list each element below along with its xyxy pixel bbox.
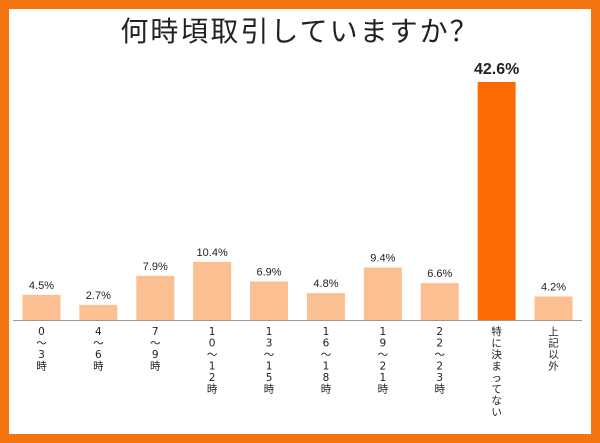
bar (363, 267, 402, 320)
category-label: 1 0 ～ 1 2 時 (207, 326, 218, 396)
category-label: 1 9 ～ 2 1 時 (378, 326, 389, 396)
bar (534, 296, 573, 320)
bar (306, 293, 345, 320)
bar-value-label: 9.4% (370, 252, 395, 264)
category-label: 特に決まってない (491, 326, 502, 419)
bar-value-label: 10.4% (197, 247, 228, 259)
bar-value-label: 6.6% (427, 268, 452, 280)
bar (420, 283, 459, 320)
category-label: 1 3 ～ 1 5 時 (264, 326, 275, 396)
bar-value-label: 4.8% (313, 278, 338, 290)
bar-value-label: 42.6% (474, 61, 519, 78)
bar (250, 281, 289, 320)
bar (79, 304, 118, 320)
bar (477, 82, 516, 320)
category-label: 上記以外 (548, 326, 559, 373)
bar (22, 294, 61, 320)
bar-value-label: 4.2% (541, 282, 566, 294)
category-label: 7 ～ 9 時 (150, 326, 161, 373)
category-label: 0 ～ 3 時 (36, 326, 47, 373)
bar-value-label: 7.9% (143, 261, 168, 273)
category-label: 2 2 ～ 2 3 時 (435, 326, 446, 396)
bar-value-label: 4.5% (29, 280, 54, 292)
category-label: 1 6 ～ 1 8 時 (321, 326, 332, 396)
bar-value-label: 2.7% (86, 290, 111, 302)
bar (136, 275, 175, 320)
chart-title: 何時頃取引していますか？ (120, 15, 480, 48)
bar (193, 261, 232, 320)
category-label: 4 ～ 6 時 (93, 326, 104, 373)
bar-value-label: 6.9% (257, 266, 282, 278)
